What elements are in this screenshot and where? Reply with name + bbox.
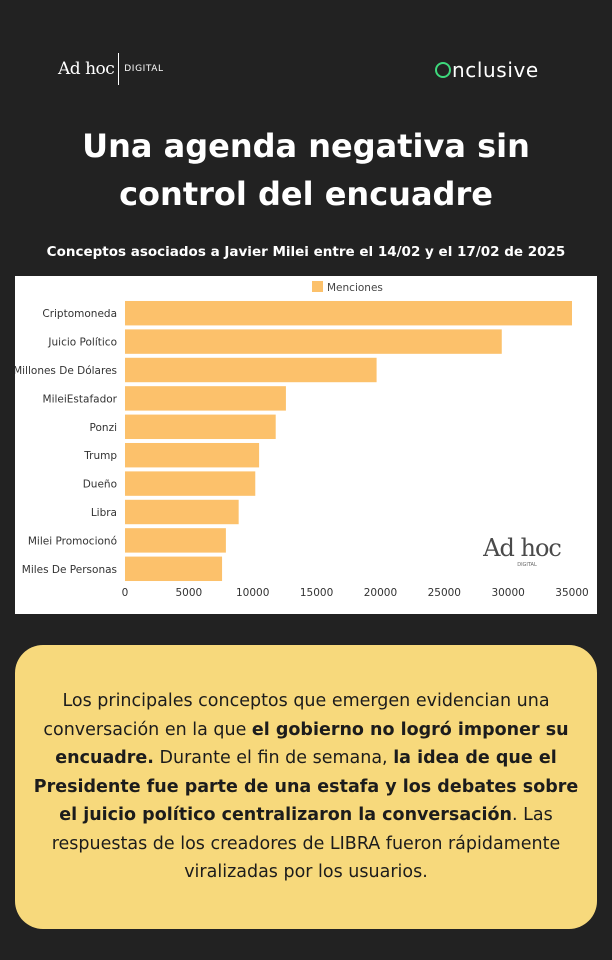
legend-swatch (312, 281, 323, 292)
x-tick-label: 5000 (175, 587, 202, 599)
summary-text-1: Los principales conceptos que emergen ev… (43, 691, 550, 740)
bar (125, 499, 239, 525)
category-label: MileiEstafador (43, 393, 118, 405)
category-label: Milei Promocionó (28, 535, 117, 547)
onclusive-logo-text: nclusive (452, 58, 539, 82)
logo-divider (118, 53, 120, 85)
page-title-line-2: control del encuadre (119, 175, 493, 213)
category-label: Juicio Político (47, 337, 117, 349)
x-tick-label: 15000 (300, 587, 333, 599)
legend-label: Menciones (327, 282, 383, 294)
x-tick-label: 25000 (428, 587, 461, 599)
chart-panel: Menciones Criptomoneda Juicio Político Mill… (15, 276, 597, 614)
onclusive-ring-icon (435, 62, 451, 78)
bar (125, 300, 572, 326)
category-label: Ponzi (90, 422, 117, 434)
category-label: Miles De Personas (22, 564, 117, 576)
bar (125, 329, 502, 354)
adhoc-logo-brand: Ad hoc (58, 59, 115, 79)
x-tick-label: 20000 (364, 587, 397, 599)
bar (125, 357, 377, 383)
summary-bold-1: el gobierno no logró imponer su encuadre… (55, 719, 569, 769)
bar (125, 386, 286, 411)
category-label: Millones De Dólares (15, 365, 117, 377)
x-tick-label: 35000 (555, 587, 588, 599)
adhoc-logo-sub: DIGITAL (124, 64, 164, 74)
summary-bold-2: la idea de que el Presidente fue parte d… (33, 748, 579, 826)
bar (125, 414, 276, 440)
onclusive-logo: nclusive (435, 56, 539, 84)
adhoc-digital-logo: Ad hoc DIGITAL (58, 52, 164, 86)
watermark-logo: Ad hoc (482, 534, 561, 562)
bar (125, 442, 260, 468)
summary-text-3: . Las respuestas de los creadores de LIB… (51, 805, 561, 883)
bar (125, 556, 223, 582)
category-label: Trump (83, 450, 117, 462)
category-label: Dueño (83, 479, 117, 491)
page-title: Una agenda negativa sin control del encu… (0, 122, 612, 218)
x-tick-label: 30000 (491, 587, 524, 599)
x-tick-label: 10000 (236, 587, 269, 599)
bar (125, 471, 256, 496)
x-tick-label: 0 (122, 587, 129, 599)
watermark-sub: DIGITAL (517, 562, 537, 568)
summary-card: Los principales conceptos que emergen ev… (15, 645, 597, 929)
page-title-line-1: Una agenda negativa sin (82, 127, 530, 165)
summary-text: Los principales conceptos que emergen ev… (23, 687, 589, 887)
summary-text-2: Durante el fin de semana, (153, 748, 394, 769)
bar (125, 528, 226, 553)
chart-subtitle: Conceptos asociados a Javier Milei entre… (46, 244, 566, 260)
bar-chart: Menciones Criptomoneda Juicio Político Mill… (15, 281, 589, 599)
category-label: Criptomoneda (42, 308, 117, 320)
category-label: Libra (91, 507, 117, 519)
